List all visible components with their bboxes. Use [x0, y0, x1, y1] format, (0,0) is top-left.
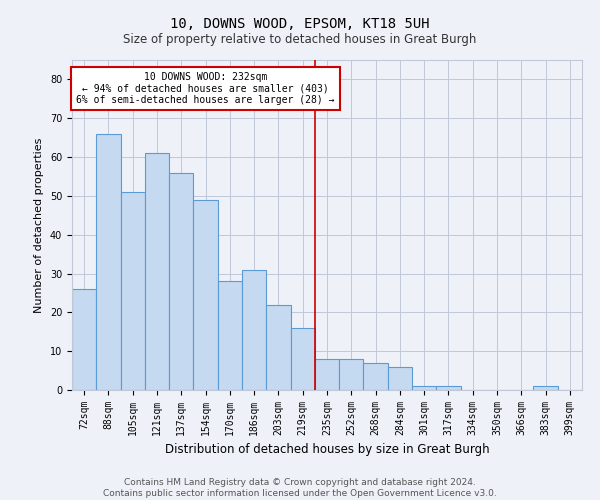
Bar [242, 270, 266, 390]
Bar [339, 359, 364, 390]
Text: Size of property relative to detached houses in Great Burgh: Size of property relative to detached ho… [124, 32, 476, 46]
Bar [96, 134, 121, 390]
Bar [72, 289, 96, 390]
Bar [290, 328, 315, 390]
Bar [169, 172, 193, 390]
Bar [266, 304, 290, 390]
Bar [436, 386, 461, 390]
Bar [412, 386, 436, 390]
Bar [121, 192, 145, 390]
Text: 10, DOWNS WOOD, EPSOM, KT18 5UH: 10, DOWNS WOOD, EPSOM, KT18 5UH [170, 18, 430, 32]
Bar [315, 359, 339, 390]
Bar [145, 153, 169, 390]
Y-axis label: Number of detached properties: Number of detached properties [34, 138, 44, 312]
Bar [533, 386, 558, 390]
Text: Contains HM Land Registry data © Crown copyright and database right 2024.
Contai: Contains HM Land Registry data © Crown c… [103, 478, 497, 498]
X-axis label: Distribution of detached houses by size in Great Burgh: Distribution of detached houses by size … [164, 444, 490, 456]
Bar [364, 363, 388, 390]
Bar [218, 282, 242, 390]
Bar [193, 200, 218, 390]
Bar [388, 366, 412, 390]
Text: 10 DOWNS WOOD: 232sqm
← 94% of detached houses are smaller (403)
6% of semi-deta: 10 DOWNS WOOD: 232sqm ← 94% of detached … [76, 72, 335, 105]
